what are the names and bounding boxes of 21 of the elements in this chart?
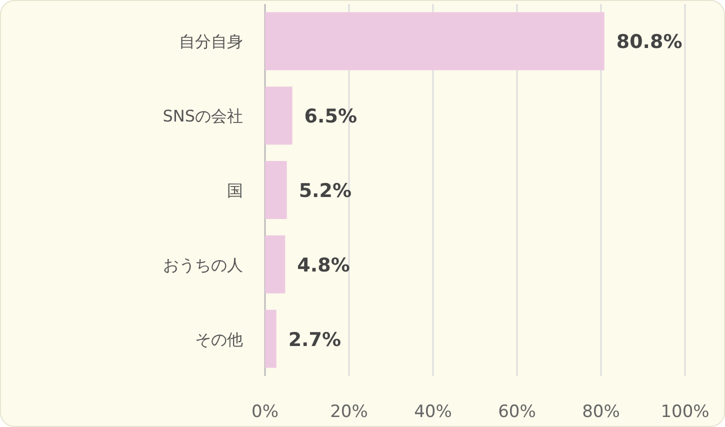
y-tick-label: 国 [227, 181, 243, 200]
data-label: 6.5% [304, 106, 358, 128]
data-label: 80.8% [616, 31, 682, 54]
y-tick-label: SNSの会社 [162, 106, 243, 126]
x-tick-label: 60% [498, 402, 536, 422]
y-tick-label: おうちの人 [163, 255, 243, 274]
x-tick-label: 0% [252, 402, 278, 422]
bar [265, 12, 604, 70]
bar [265, 86, 292, 145]
bar [265, 160, 287, 220]
x-tick-label: 20% [330, 402, 368, 422]
data-label: 4.8% [297, 254, 350, 276]
data-label: 5.2% [298, 180, 352, 202]
x-tick-label: 100% [660, 402, 710, 422]
x-tick-label: 80% [582, 402, 620, 422]
y-tick-label: その他 [195, 330, 243, 349]
bar [265, 310, 276, 368]
data-label: 2.7% [288, 328, 342, 351]
bar [265, 235, 286, 294]
y-tick-label: 自分自身 [179, 32, 243, 52]
x-tick-label: 40% [414, 402, 452, 422]
